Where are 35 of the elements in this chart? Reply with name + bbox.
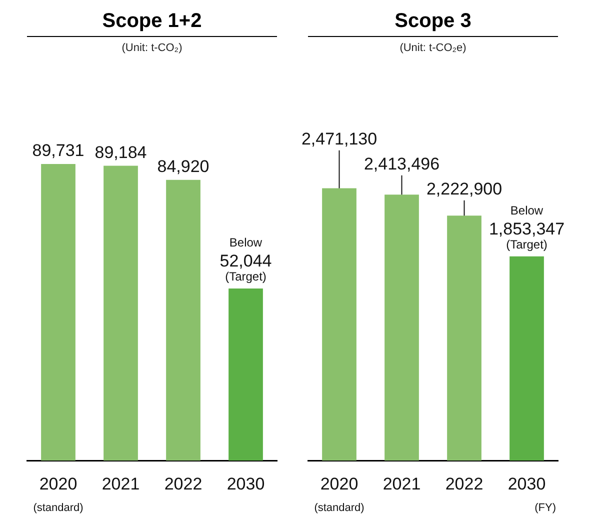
bar <box>166 180 200 461</box>
data-label: 2,413,496 <box>364 154 440 174</box>
bar <box>384 194 419 461</box>
x-tick-label: 2030 <box>508 474 546 494</box>
annotation: Below <box>229 236 262 250</box>
annotation: (Target) <box>506 237 548 252</box>
bar <box>41 164 76 461</box>
bar <box>104 166 138 461</box>
x-tick-label: 2022 <box>164 474 202 494</box>
bar <box>322 188 356 461</box>
x-tick-label: 2030 <box>226 474 265 494</box>
bar <box>510 256 544 461</box>
chart-subtitle: (Unit: t-CO₂) <box>120 42 184 54</box>
bar <box>447 216 482 461</box>
x-tick-label: 2021 <box>382 474 421 494</box>
x-tick-label: 2021 <box>102 474 140 494</box>
data-label: 89,184 <box>94 142 147 162</box>
x-tick-label: 2020 <box>320 474 358 494</box>
data-label: 89,731 <box>32 140 84 160</box>
text: (standard) <box>314 502 364 514</box>
chart-title: Scope 1+2 <box>27 8 277 37</box>
chart-title: Scope 3 <box>308 8 558 37</box>
text: (standard) <box>33 502 84 514</box>
x-tick-label: 2022 <box>445 474 484 494</box>
data-label: 1,853,347 <box>488 219 565 238</box>
bar <box>228 288 263 461</box>
data-label: 84,920 <box>157 156 210 176</box>
annotation: (Target) <box>225 270 266 284</box>
chart-subtitle: (Unit: t-CO₂e) <box>398 42 468 54</box>
x-tick-label: 2020 <box>39 474 78 494</box>
text: (FY) <box>534 502 556 514</box>
annotation: Below <box>510 203 544 218</box>
data-label: 52,044 <box>220 252 272 271</box>
data-label: 2,471,130 <box>301 129 378 148</box>
data-label: 2,222,900 <box>426 179 502 198</box>
